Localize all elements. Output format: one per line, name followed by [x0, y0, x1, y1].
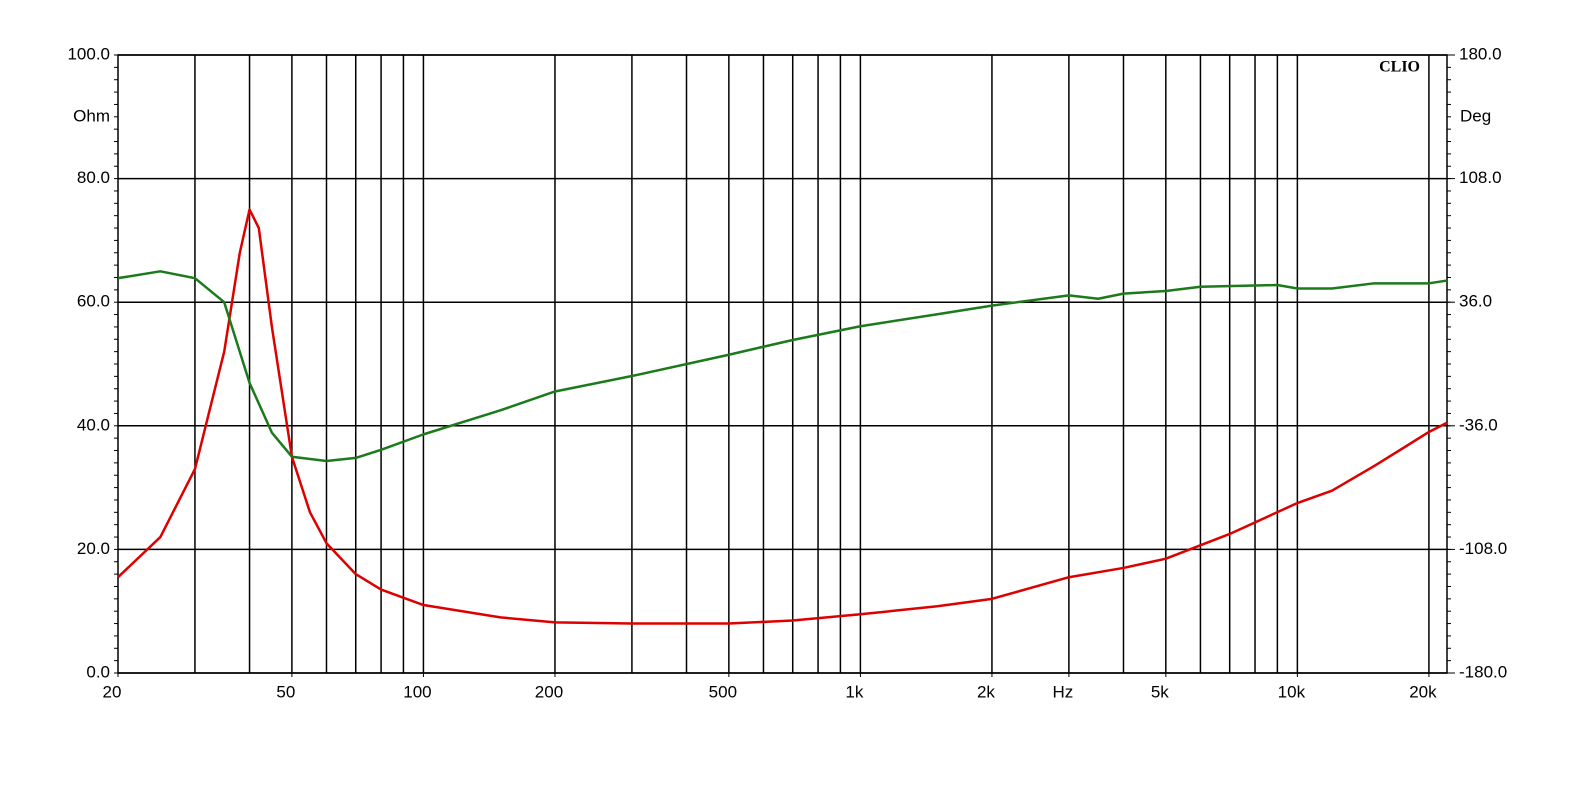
x-tick-label: 1k — [845, 682, 863, 701]
y-tick-label: 40.0 — [77, 415, 110, 434]
series-line — [117, 270, 1448, 463]
y-tick-label: 100.0 — [67, 44, 110, 63]
x-tick-label: Hz — [1052, 682, 1073, 701]
x-tick-label: 5k — [1151, 682, 1169, 701]
y2-tick-label: -180.0 — [1459, 662, 1507, 681]
y-axis-label: Ohm — [73, 106, 110, 125]
y2-tick-label: -108.0 — [1459, 539, 1507, 558]
y-tick-label: 20.0 — [77, 539, 110, 558]
series-line — [117, 208, 1448, 625]
x-tick-label: 20 — [103, 682, 122, 701]
y2-tick-label: 180.0 — [1459, 44, 1502, 63]
x-tick-label: 500 — [709, 682, 737, 701]
y2-tick-label: -36.0 — [1459, 415, 1498, 434]
y-tick-label: 80.0 — [77, 168, 110, 187]
x-tick-label: 200 — [535, 682, 563, 701]
x-tick-label: 10k — [1278, 682, 1306, 701]
y2-tick-label: 36.0 — [1459, 292, 1492, 311]
y-tick-label: 60.0 — [77, 292, 110, 311]
x-tick-label: 20k — [1409, 682, 1437, 701]
y-tick-label: 0.0 — [86, 662, 110, 681]
y2-axis-label: Deg — [1460, 106, 1491, 125]
brand: CLIO — [1379, 59, 1420, 76]
x-tick-label: 100 — [403, 682, 431, 701]
x-tick-label: 50 — [276, 682, 295, 701]
y2-tick-label: 108.0 — [1459, 168, 1502, 187]
x-tick-label: 2k — [977, 682, 995, 701]
plot-frame — [117, 54, 1448, 674]
